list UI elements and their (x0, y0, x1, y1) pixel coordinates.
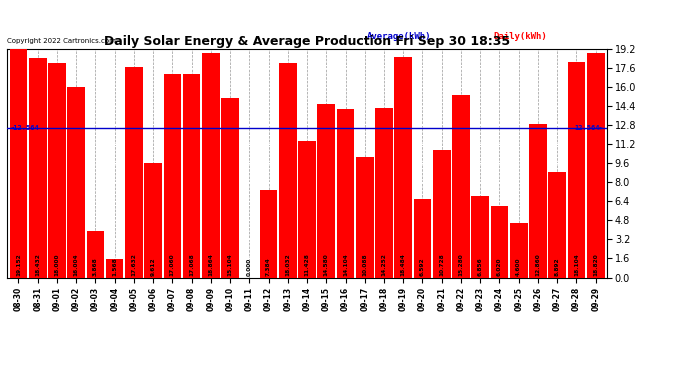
Bar (317, 104, 335, 278)
Bar (29, 58, 46, 278)
Bar (259, 189, 277, 278)
Text: 17.060: 17.060 (170, 253, 175, 276)
Bar (433, 150, 451, 278)
Bar (413, 199, 431, 278)
Bar (48, 63, 66, 278)
Bar (106, 259, 124, 278)
Text: 17.632: 17.632 (131, 253, 137, 276)
Bar (10, 50, 28, 278)
Bar (510, 223, 528, 278)
Text: 18.032: 18.032 (285, 253, 290, 276)
Text: 19.152: 19.152 (16, 253, 21, 276)
Text: 12.564►: 12.564► (575, 125, 604, 131)
Text: 16.004: 16.004 (74, 253, 79, 276)
Bar (395, 57, 412, 278)
Text: 15.280: 15.280 (458, 253, 464, 276)
Bar (568, 62, 585, 278)
Text: 6.856: 6.856 (477, 257, 483, 276)
Text: 0.000: 0.000 (247, 258, 252, 276)
Title: Daily Solar Energy & Average Production Fri Sep 30 18:35: Daily Solar Energy & Average Production … (104, 34, 510, 48)
Text: 18.104: 18.104 (574, 253, 579, 276)
Bar (356, 157, 373, 278)
Text: 14.104: 14.104 (343, 253, 348, 276)
Text: 1.568: 1.568 (112, 257, 117, 276)
Text: 17.068: 17.068 (189, 253, 194, 276)
Bar (549, 171, 566, 278)
Bar (452, 96, 470, 278)
Text: 18.864: 18.864 (208, 253, 213, 276)
Bar (337, 110, 355, 278)
Text: Copyright 2022 Cartronics.com: Copyright 2022 Cartronics.com (7, 38, 116, 44)
Text: Daily(kWh): Daily(kWh) (493, 32, 547, 41)
Text: 18.432: 18.432 (35, 253, 40, 276)
Text: 18.000: 18.000 (55, 253, 59, 276)
Bar (164, 74, 181, 278)
Text: 10.728: 10.728 (440, 253, 444, 276)
Bar (279, 63, 297, 278)
Text: 7.384: 7.384 (266, 257, 271, 276)
Text: 11.428: 11.428 (304, 253, 310, 276)
Bar (144, 163, 162, 278)
Bar (202, 53, 219, 278)
Text: 9.612: 9.612 (150, 257, 156, 276)
Text: ◄12.564: ◄12.564 (10, 125, 39, 131)
Text: 6.020: 6.020 (497, 257, 502, 276)
Bar (491, 206, 509, 278)
Bar (375, 108, 393, 278)
Text: 6.592: 6.592 (420, 257, 425, 276)
Text: 10.088: 10.088 (362, 253, 367, 276)
Text: 8.892: 8.892 (555, 257, 560, 276)
Bar (86, 231, 104, 278)
Text: 12.860: 12.860 (535, 253, 540, 276)
Bar (125, 68, 143, 278)
Bar (68, 87, 85, 278)
Text: Average(kWh): Average(kWh) (367, 32, 431, 41)
Text: 14.252: 14.252 (382, 253, 386, 276)
Bar (471, 196, 489, 278)
Text: 14.580: 14.580 (324, 253, 329, 276)
Text: 18.820: 18.820 (593, 253, 598, 276)
Bar (183, 74, 201, 278)
Bar (529, 124, 546, 278)
Text: 15.104: 15.104 (228, 253, 233, 276)
Text: 18.484: 18.484 (401, 253, 406, 276)
Text: 4.600: 4.600 (516, 257, 521, 276)
Bar (298, 141, 316, 278)
Text: 3.868: 3.868 (93, 257, 98, 276)
Bar (586, 53, 604, 278)
Bar (221, 98, 239, 278)
